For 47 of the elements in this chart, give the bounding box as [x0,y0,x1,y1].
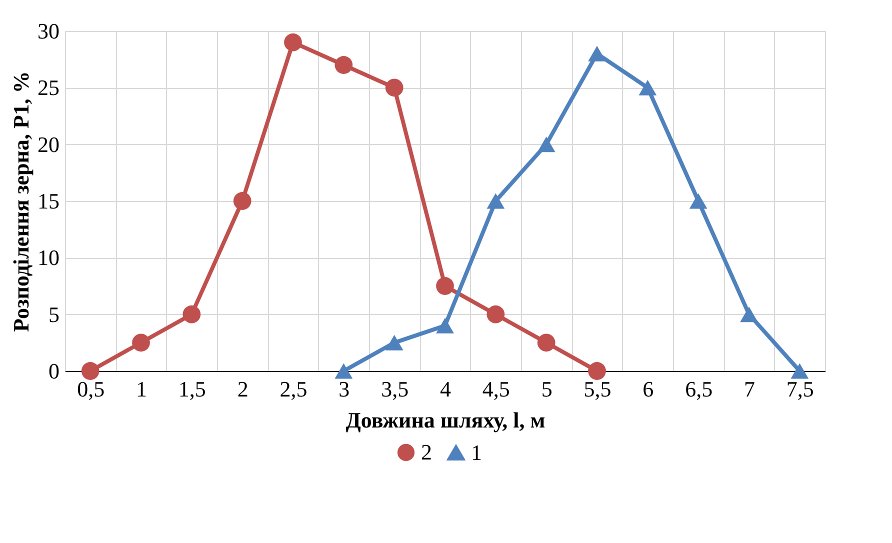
point [334,363,353,379]
point [740,306,758,322]
point [790,363,809,379]
x-tick-label: 4,5 [482,376,510,402]
x-tick-label: 6 [642,376,654,402]
point [385,78,404,97]
y-tick-label: 0 [48,358,60,384]
point [436,318,454,334]
x-axis-title: Довжина шляху, l, м [346,408,546,432]
point [486,305,505,324]
x-tick-label: 2,5 [280,376,308,402]
point [588,46,606,62]
point [689,193,708,209]
point [182,305,201,324]
point [233,192,252,210]
y-tick-label: 30 [38,18,60,44]
point [486,193,505,209]
x-tick-label: 7,5 [786,376,814,402]
point [537,334,556,352]
x-tick-label: 3,5 [381,376,409,402]
y-tick-label: 10 [38,245,60,270]
x-tick-label: 1,5 [178,376,206,402]
x-tick-label: 1 [136,376,147,402]
x-tick-label: 7 [744,376,755,402]
point [81,362,100,380]
x-tick-label: 3 [338,376,350,402]
point [132,334,150,352]
y-tick-label: 20 [38,132,60,157]
point [588,362,606,380]
x-tick-label: 0,5 [77,376,105,402]
y-tick-label: 25 [38,75,60,100]
x-tick-label: 5 [541,376,552,402]
y-tick-label: 5 [48,302,60,327]
point [436,277,454,295]
x-tick-label: 2 [237,376,248,402]
point [334,56,353,74]
legend-label: 2 [421,439,432,464]
x-tick-label: 4 [440,376,451,402]
x-tick-label: 5,5 [584,376,612,402]
point [638,80,657,96]
point [385,334,404,350]
point [284,33,302,52]
point [537,136,556,152]
x-tick-label: 6,5 [685,376,713,402]
y-axis-title: Розподілення зерна, P1, % [8,71,34,332]
y-tick-label: 15 [38,188,60,214]
legend-label: 1 [471,440,482,465]
